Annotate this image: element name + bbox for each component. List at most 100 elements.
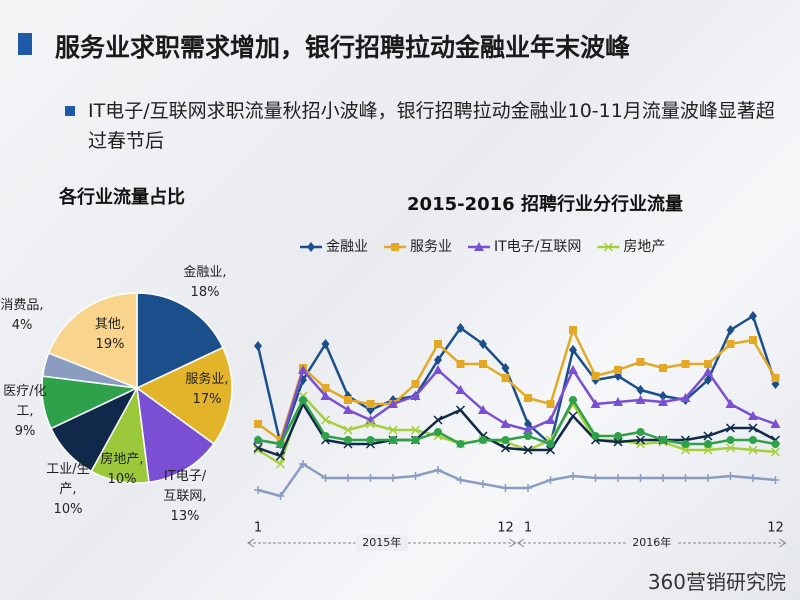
point — [389, 436, 397, 444]
point — [546, 440, 555, 448]
pie-label: 工业/生产, 10% — [41, 460, 95, 520]
point — [524, 432, 532, 440]
point — [770, 447, 781, 457]
point — [388, 425, 398, 435]
point — [321, 432, 330, 440]
point — [725, 423, 736, 433]
point — [681, 474, 690, 482]
point — [434, 340, 442, 348]
point — [749, 436, 757, 444]
point — [613, 437, 623, 447]
point — [391, 243, 399, 251]
pie-slice — [135, 346, 233, 445]
point — [770, 419, 781, 428]
point — [307, 242, 315, 252]
point — [636, 474, 645, 482]
point — [749, 474, 757, 482]
legend-label: 房地产 — [623, 239, 665, 255]
point — [545, 415, 556, 424]
point — [569, 396, 577, 404]
point — [501, 436, 510, 444]
pie-category: 消费品, — [0, 298, 44, 313]
point — [613, 397, 623, 406]
pie-title: 各行业流量占比 — [58, 186, 185, 208]
point — [636, 428, 645, 436]
x-tick-label: 1 — [254, 521, 262, 536]
point — [366, 436, 375, 444]
point — [365, 419, 376, 429]
point — [681, 360, 690, 368]
point — [254, 341, 262, 351]
pie-category: 工业/生产, — [46, 462, 90, 497]
x-tick-label: 12 — [497, 521, 514, 536]
point — [253, 445, 263, 455]
point — [275, 459, 286, 469]
point — [726, 325, 735, 335]
point — [680, 445, 691, 455]
point — [501, 374, 510, 382]
point — [410, 425, 421, 435]
point — [501, 484, 510, 492]
pie-label: 消费品, 4% — [0, 296, 49, 336]
point — [614, 432, 622, 440]
pie-category: 房地产, — [100, 452, 144, 467]
point — [321, 474, 330, 482]
slide-title: 服务业求职需求增加，银行招聘拉动金融业年末波峰 — [55, 33, 631, 62]
point — [681, 440, 690, 448]
point — [748, 423, 758, 433]
point — [546, 400, 555, 408]
pie-category: 其他, — [94, 317, 126, 332]
group-label: 2015年 — [362, 535, 401, 549]
point — [276, 440, 285, 448]
point — [321, 339, 330, 349]
series-line — [257, 462, 776, 498]
group-label: 2016年 — [632, 535, 671, 549]
point — [659, 436, 667, 444]
point — [524, 484, 532, 492]
bullet-text: IT电子/互联网求职流量秋招小波峰，银行招聘拉动金融业10-11月流量波峰显著超… — [88, 100, 775, 152]
pie-label: IT电子/互联网, 13% — [158, 467, 212, 527]
point — [389, 474, 397, 482]
point — [479, 339, 487, 349]
point — [411, 472, 420, 480]
pie-category: 服务业, — [185, 372, 229, 387]
point — [411, 436, 420, 444]
point — [703, 445, 713, 455]
point — [658, 397, 668, 406]
point — [410, 391, 421, 400]
point — [474, 242, 484, 251]
point — [591, 432, 600, 440]
point — [603, 242, 613, 252]
point — [411, 380, 420, 388]
point — [501, 363, 510, 373]
point — [275, 451, 286, 461]
point — [524, 394, 532, 402]
group-arrow — [247, 538, 517, 548]
series-line — [256, 314, 777, 446]
point — [523, 425, 533, 434]
point — [344, 436, 352, 444]
point — [771, 440, 780, 448]
pie-slice — [47, 292, 138, 390]
point — [726, 472, 735, 480]
point — [569, 345, 577, 355]
point — [500, 419, 511, 428]
point — [569, 472, 577, 480]
line-title: 2015-2016 招聘行业分行业流量 — [407, 193, 683, 215]
pie-value-label: 13% — [170, 509, 200, 524]
point — [635, 435, 646, 445]
point — [456, 323, 465, 333]
point — [434, 355, 442, 365]
point — [726, 340, 735, 348]
point — [749, 336, 757, 344]
pie-value-label: 17% — [192, 392, 222, 407]
title-marker — [18, 33, 32, 55]
pie-category: 医疗/化工, — [3, 384, 47, 419]
pie-slice — [136, 292, 224, 390]
point — [726, 436, 735, 444]
pie-label: 医疗/化工, 9% — [0, 382, 52, 442]
legend-label: IT电子/互联网 — [494, 239, 581, 255]
pie-value-label: 9% — [14, 424, 36, 439]
point — [659, 474, 667, 482]
